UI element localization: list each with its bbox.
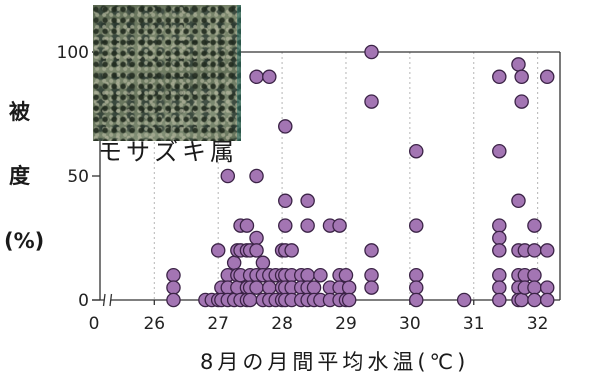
data-point — [338, 267, 354, 283]
data-point — [527, 218, 542, 233]
y-axis-label-char: 被 — [9, 100, 30, 124]
data-point — [527, 292, 542, 308]
data-point — [539, 292, 555, 308]
data-point — [300, 218, 315, 233]
data-point — [364, 94, 379, 109]
y-tick-label: 0 — [78, 291, 89, 311]
x-tick-label: 26 — [143, 314, 165, 334]
data-point — [408, 267, 424, 283]
axis-break-gap — [104, 294, 111, 306]
data-point — [408, 143, 424, 159]
x-tick-label: 0 — [89, 314, 100, 334]
data-point — [249, 243, 264, 258]
x-tick-label: 28 — [271, 314, 293, 334]
x-tick-label: 31 — [463, 314, 485, 334]
data-point — [300, 193, 315, 209]
data-point — [492, 280, 507, 295]
y-tick-label: 100 — [57, 43, 89, 63]
axis-break — [102, 293, 113, 307]
data-point — [249, 69, 264, 85]
data-point — [278, 218, 293, 233]
data-point — [364, 280, 379, 295]
data-point — [527, 243, 542, 258]
data-point — [492, 143, 507, 159]
data-point — [313, 267, 328, 283]
data-point — [364, 243, 379, 258]
data-point — [242, 292, 258, 308]
data-point — [408, 280, 424, 295]
x-tick-label: 30 — [399, 314, 421, 334]
data-point — [492, 230, 507, 246]
data-point — [306, 280, 322, 295]
data-point — [539, 280, 555, 295]
x-tick-label: 29 — [335, 314, 357, 334]
y-axis-label-char: 度 — [9, 164, 30, 188]
data-point — [341, 280, 357, 295]
data-point — [278, 119, 293, 134]
axis-break-mark — [109, 293, 113, 307]
data-point — [364, 267, 379, 283]
tick-labels: 0 26 27 28 29 30 31 32 0 50 100 — [57, 43, 549, 334]
data-point — [166, 280, 181, 295]
data-point — [341, 292, 357, 308]
data-point — [511, 57, 526, 72]
data-point — [249, 168, 264, 184]
data-point — [166, 267, 181, 283]
data-point — [249, 230, 264, 246]
y-axis-label-unit: (%) — [4, 229, 45, 253]
data-point — [262, 280, 277, 295]
data-point — [514, 69, 529, 85]
data-point — [492, 218, 507, 233]
data-point — [539, 69, 555, 85]
data-point — [300, 267, 315, 283]
data-point — [492, 267, 507, 283]
x-axis-title: 8月の月間平均水温(℃) — [200, 350, 470, 374]
data-point — [210, 243, 226, 258]
data-point — [220, 168, 236, 184]
data-point — [492, 69, 507, 85]
inset-photo-label: モサズキ属 — [98, 138, 238, 166]
data-point — [239, 218, 255, 233]
data-point — [539, 243, 555, 258]
data-point — [332, 218, 347, 233]
y-tick-label: 50 — [67, 167, 89, 187]
data-point — [278, 193, 293, 209]
data-point — [527, 267, 542, 283]
data-point — [514, 94, 529, 109]
data-point — [166, 292, 181, 308]
data-point — [255, 255, 271, 271]
data-point — [511, 193, 526, 209]
data-point — [364, 44, 379, 60]
data-point — [262, 69, 277, 85]
data-point — [527, 280, 542, 295]
data-point — [408, 218, 424, 233]
data-point — [492, 243, 507, 258]
x-tick-label: 27 — [207, 314, 229, 334]
data-point — [249, 280, 264, 295]
x-tick-label: 32 — [527, 314, 549, 334]
data-point — [408, 292, 424, 308]
data-point — [514, 292, 529, 308]
inset-photo — [93, 5, 241, 141]
data-point — [492, 292, 507, 308]
data-point — [226, 255, 242, 271]
data-point — [456, 292, 472, 308]
axis-break-mark — [102, 293, 106, 307]
data-points — [166, 44, 555, 308]
data-point — [284, 243, 299, 258]
